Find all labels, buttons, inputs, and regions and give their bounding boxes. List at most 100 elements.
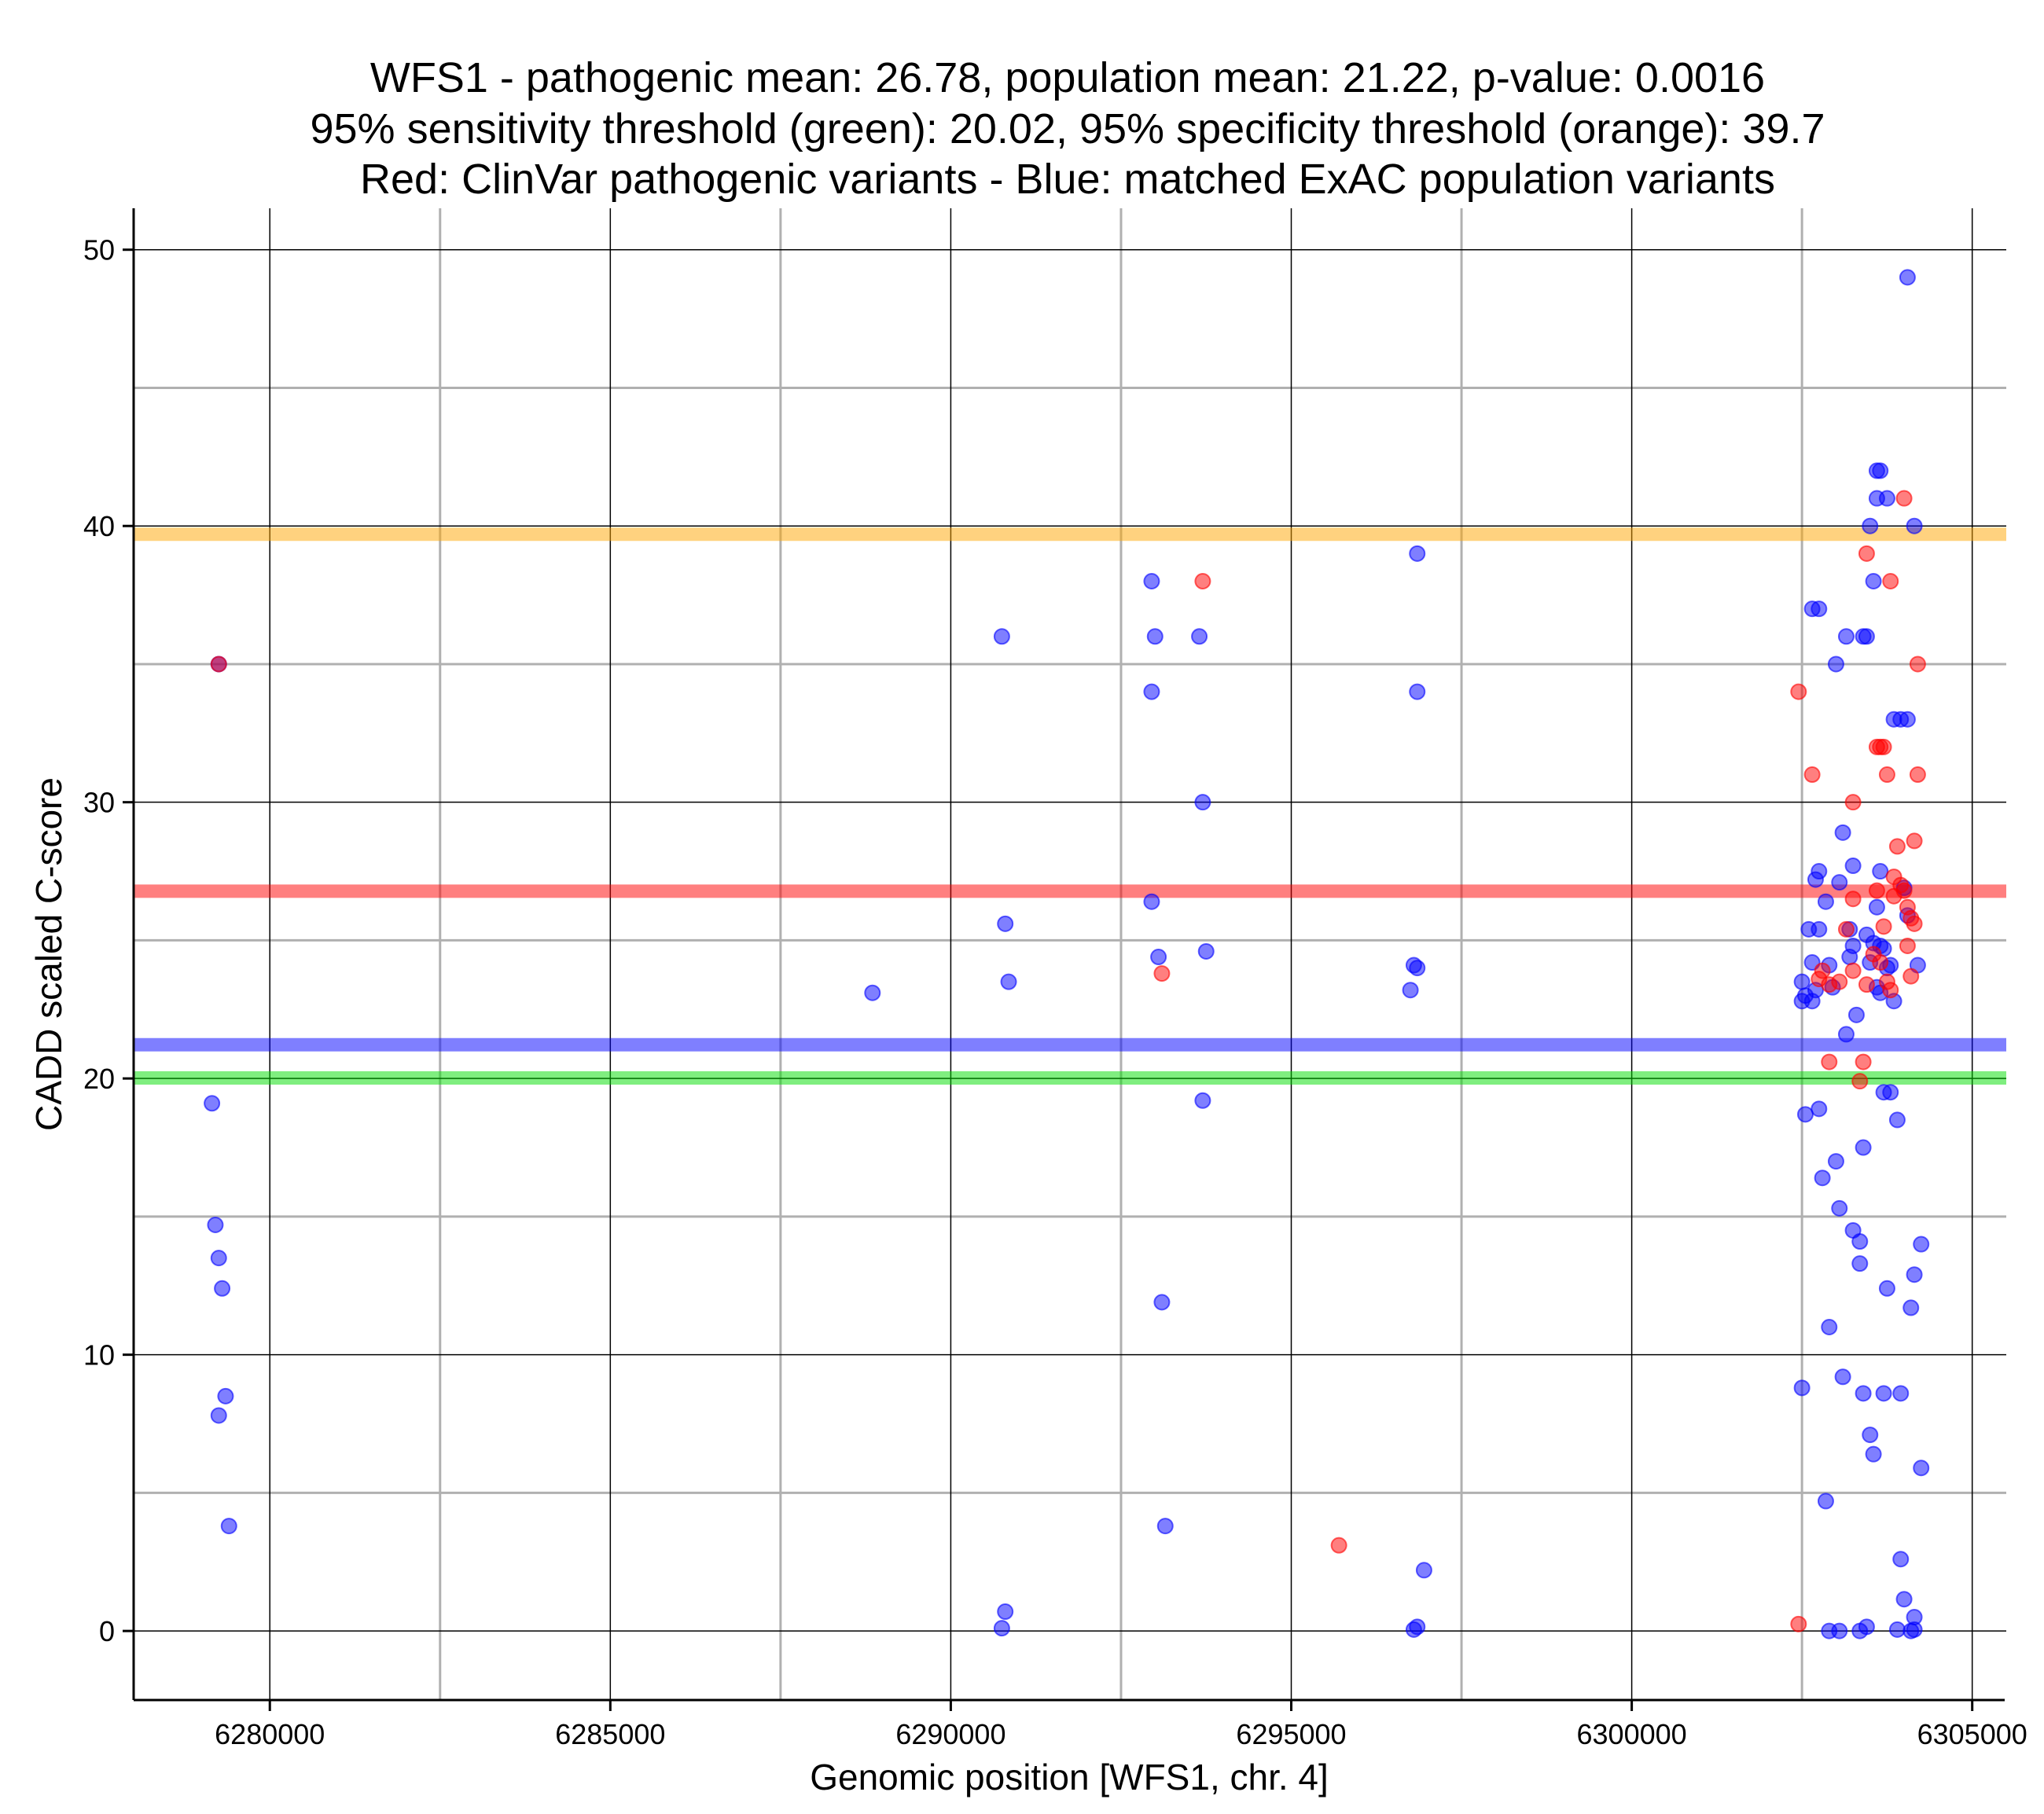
population-point bbox=[1855, 1139, 1872, 1156]
population-point bbox=[1156, 1518, 1174, 1535]
x-tick-label: 6290000 bbox=[895, 1718, 1005, 1750]
population-point bbox=[1892, 1551, 1910, 1568]
population-point bbox=[1197, 942, 1215, 960]
population-point bbox=[1862, 1427, 1879, 1444]
population-point bbox=[1811, 1100, 1828, 1118]
data-points bbox=[204, 269, 1930, 1640]
population-point bbox=[220, 1518, 237, 1535]
y-axis-title: CADD scaled C-score bbox=[28, 777, 69, 1131]
population-point bbox=[1858, 628, 1875, 645]
population-point bbox=[1146, 628, 1164, 645]
population-point bbox=[1862, 517, 1879, 534]
pathogenic-point bbox=[1895, 490, 1913, 507]
population-point bbox=[1837, 628, 1855, 645]
population-point bbox=[1409, 960, 1426, 977]
population-point bbox=[993, 1620, 1010, 1637]
population-point bbox=[1817, 1493, 1834, 1510]
population-point bbox=[1834, 824, 1851, 841]
population-point bbox=[1150, 949, 1167, 966]
pathogenic-point bbox=[1902, 968, 1920, 985]
population-point bbox=[1793, 1379, 1811, 1397]
pathogenic-point bbox=[1844, 962, 1862, 979]
population-point bbox=[864, 984, 881, 1001]
pathogenic-point bbox=[1330, 1537, 1347, 1554]
x-tick-label: 6305000 bbox=[1917, 1718, 2027, 1750]
plot-area bbox=[134, 208, 2006, 1700]
population-point bbox=[1899, 711, 1916, 728]
population-point bbox=[1906, 517, 1923, 534]
pathogenic-point bbox=[1814, 962, 1831, 979]
population-point bbox=[204, 1095, 221, 1112]
population-point bbox=[993, 628, 1010, 645]
population-point bbox=[1834, 1368, 1851, 1386]
population-point bbox=[214, 1280, 231, 1297]
pathogenic-point bbox=[1899, 937, 1916, 954]
y-tick-label: 40 bbox=[83, 510, 115, 542]
pathogenic-point bbox=[1855, 1053, 1872, 1070]
population-point bbox=[1409, 545, 1426, 562]
pathogenic-point bbox=[1878, 766, 1895, 784]
population-point bbox=[1194, 794, 1211, 811]
population-point bbox=[1827, 1153, 1844, 1170]
population-point bbox=[207, 1216, 224, 1233]
y-tick-label: 20 bbox=[83, 1063, 115, 1095]
pathogenic-point bbox=[1194, 573, 1211, 589]
population-point bbox=[217, 1387, 234, 1405]
population-point bbox=[1882, 1084, 1899, 1101]
population-point bbox=[1844, 937, 1862, 954]
pathogenic-point bbox=[1895, 882, 1913, 899]
population-point bbox=[1875, 1385, 1892, 1402]
y-tick-label: 30 bbox=[83, 787, 115, 819]
population-point bbox=[1837, 1026, 1855, 1043]
population-point bbox=[1888, 1111, 1906, 1129]
population-point bbox=[997, 1603, 1014, 1621]
pathogenic-point bbox=[1906, 915, 1923, 932]
population-point bbox=[1858, 1618, 1875, 1636]
population-point bbox=[1191, 628, 1208, 645]
population-point bbox=[1143, 573, 1160, 589]
population-point bbox=[1878, 1280, 1895, 1297]
population-point bbox=[1872, 462, 1889, 479]
population-point bbox=[1906, 1621, 1923, 1638]
x-tick-label: 6295000 bbox=[1236, 1718, 1346, 1750]
x-tick-label: 6300000 bbox=[1577, 1718, 1687, 1750]
population-point bbox=[1793, 973, 1811, 990]
pathogenic-point bbox=[1909, 766, 1926, 784]
population-point bbox=[1888, 1621, 1906, 1638]
population-point bbox=[1855, 1385, 1872, 1402]
population-point bbox=[1827, 655, 1844, 673]
population-point bbox=[1831, 874, 1848, 891]
population-point bbox=[1899, 269, 1916, 286]
pathogenic-point bbox=[1858, 545, 1875, 562]
pathogenic-point bbox=[1868, 882, 1885, 899]
population-point bbox=[1851, 1255, 1869, 1272]
population-point bbox=[1878, 490, 1895, 507]
population-point bbox=[1865, 1445, 1882, 1463]
title-line-2: 95% sensitivity threshold (green): 20.02… bbox=[310, 105, 1825, 152]
x-tick-label: 6285000 bbox=[555, 1718, 665, 1750]
pathogenic-point bbox=[1875, 918, 1892, 935]
pathogenic-point bbox=[1821, 1053, 1838, 1070]
pathogenic-point bbox=[1906, 832, 1923, 850]
population-point bbox=[1872, 863, 1889, 880]
population-point bbox=[210, 1250, 227, 1267]
title-line-1: WFS1 - pathogenic mean: 26.78, populatio… bbox=[370, 54, 1765, 101]
pathogenic-point bbox=[1882, 982, 1899, 999]
pathogenic-point bbox=[1837, 920, 1855, 938]
pathogenic-point bbox=[1844, 794, 1862, 811]
population-point bbox=[1811, 600, 1828, 618]
pathogenic-point bbox=[1872, 954, 1889, 971]
population-point bbox=[1831, 1622, 1848, 1640]
population-point bbox=[210, 1407, 227, 1424]
population-point bbox=[1892, 1385, 1910, 1402]
population-point bbox=[997, 915, 1014, 932]
pathogenic-point bbox=[210, 655, 227, 673]
pathogenic-point bbox=[1844, 890, 1862, 908]
population-point bbox=[1865, 573, 1882, 589]
axes: 6280000 6285000 6290000 6295000 6300000 63050… bbox=[83, 208, 2027, 1750]
population-point bbox=[1143, 683, 1160, 700]
population-point bbox=[1811, 920, 1828, 938]
population-point bbox=[1906, 1266, 1923, 1283]
population-point bbox=[1868, 898, 1885, 916]
